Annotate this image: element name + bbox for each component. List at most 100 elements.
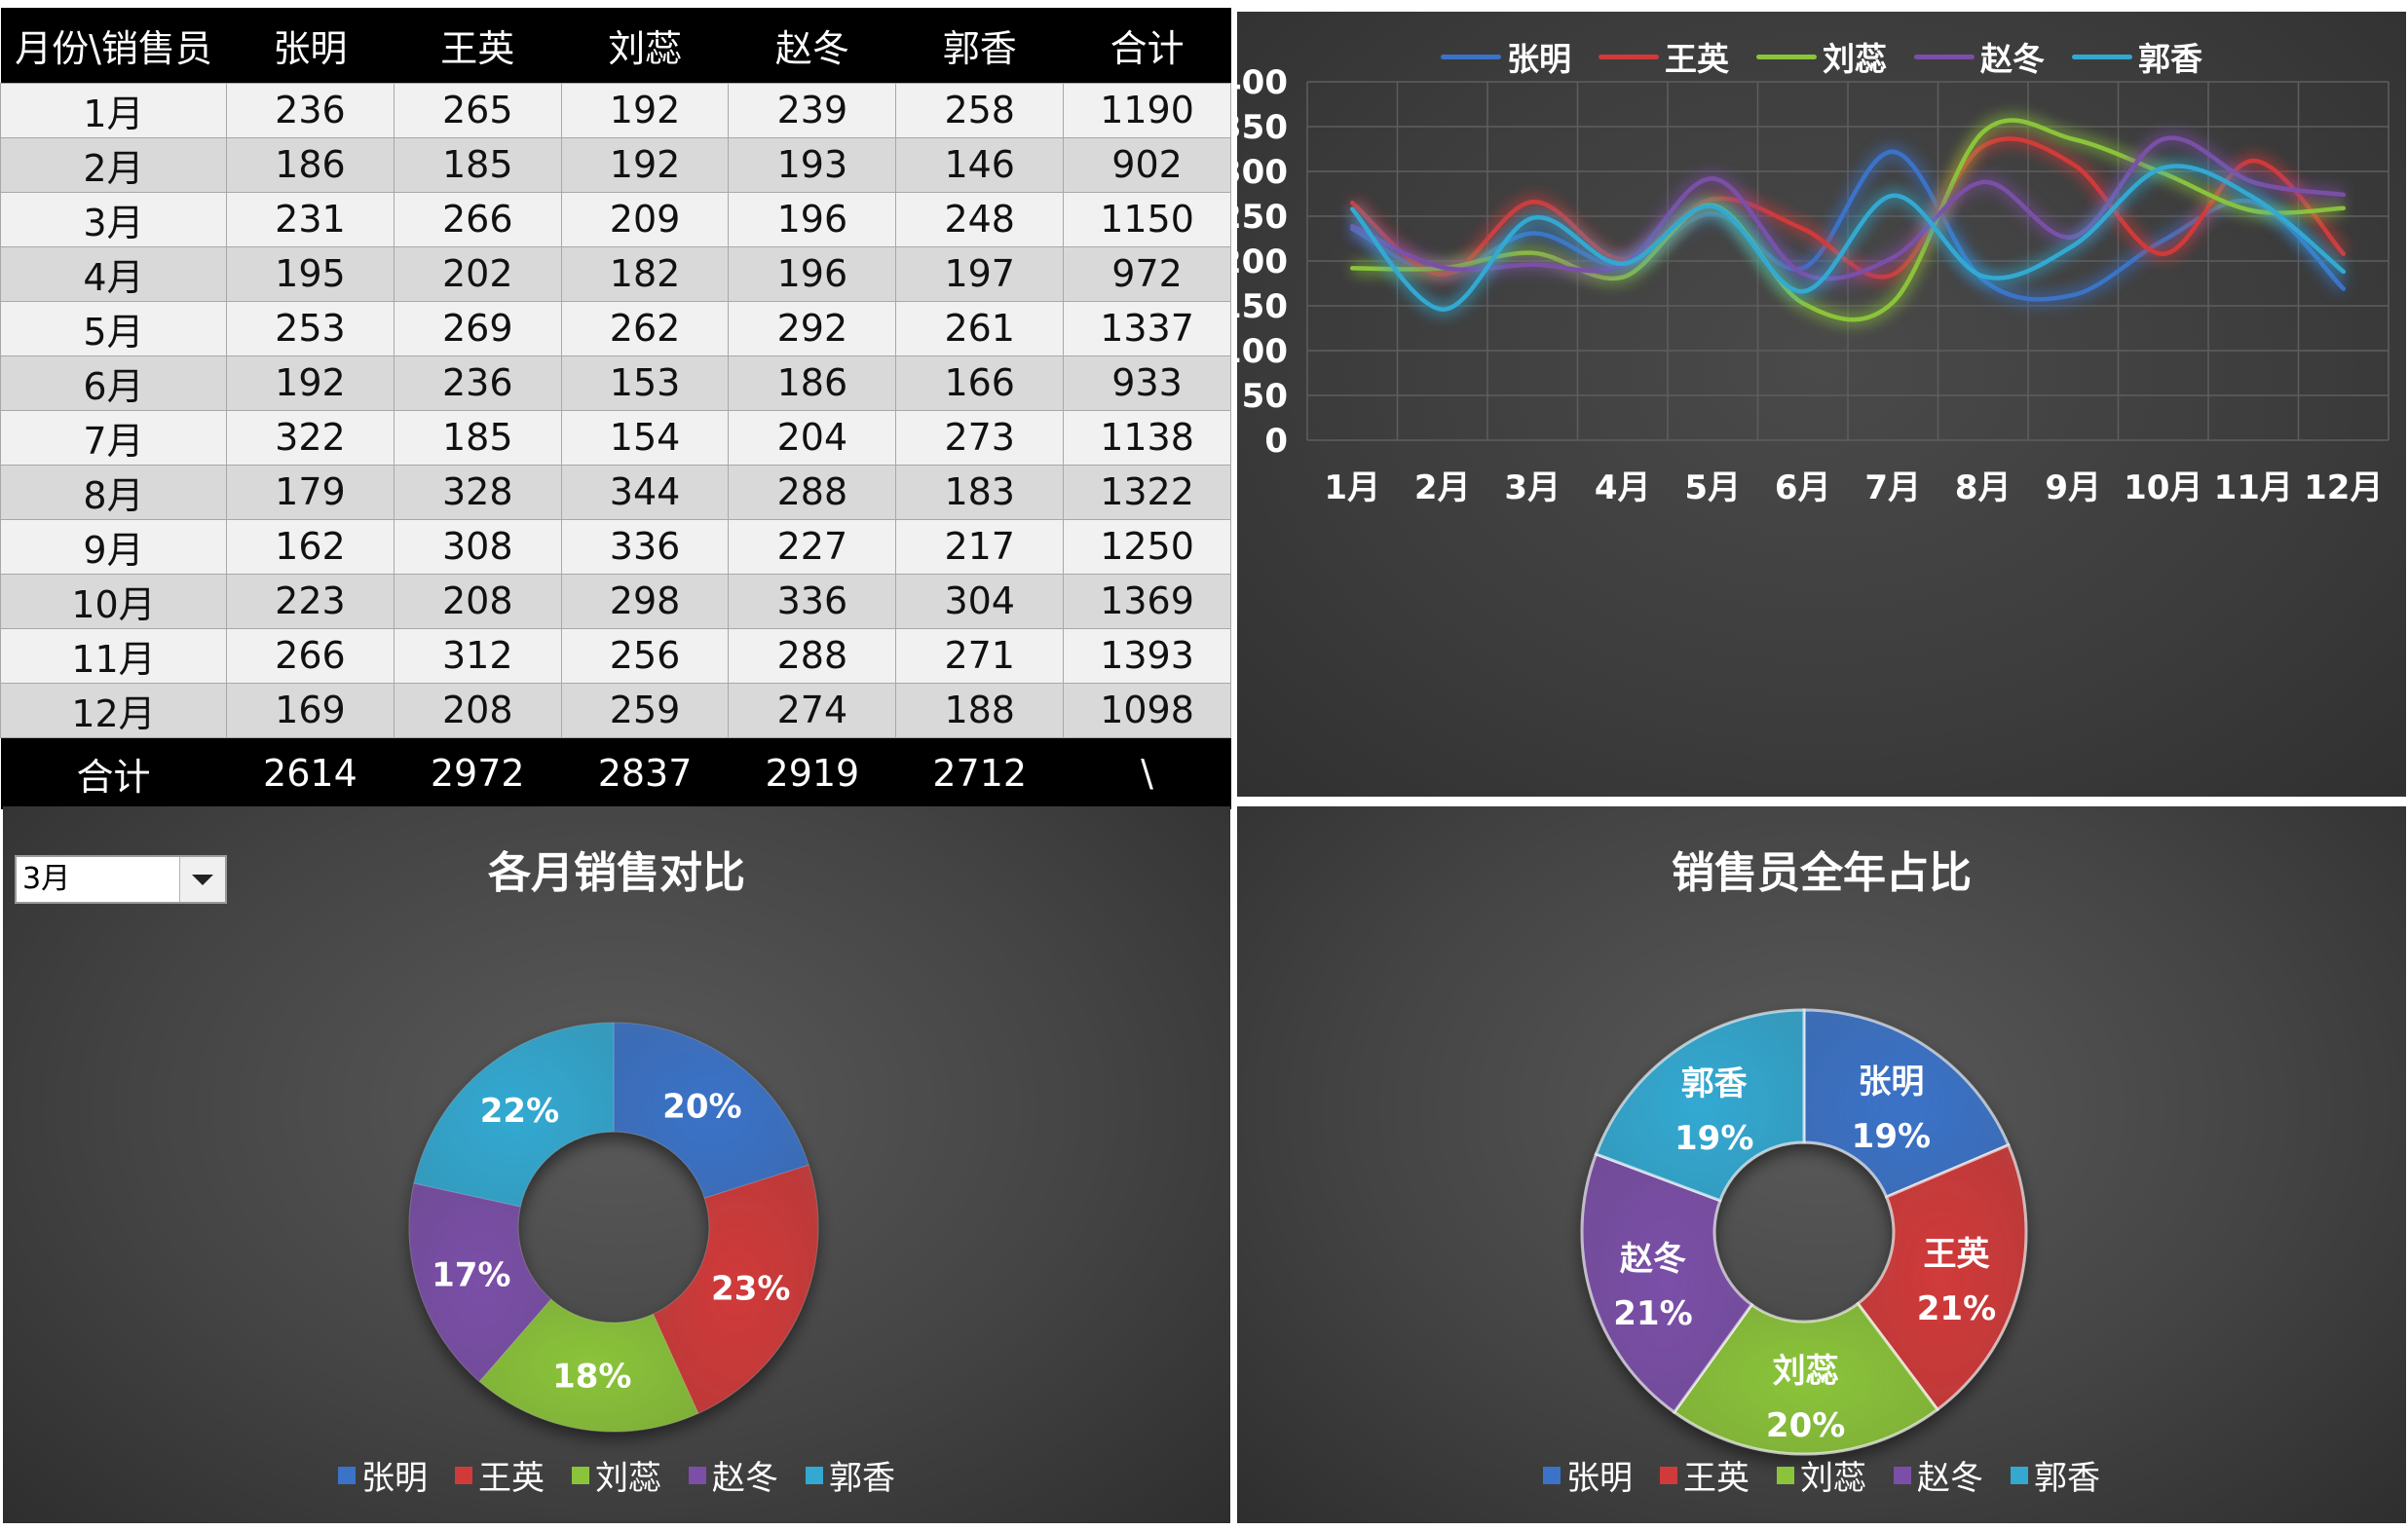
- value-cell: 202: [393, 245, 562, 302]
- legend-label: 郭香: [829, 1459, 895, 1498]
- line-chart-panel: 0 50 100 150 200 250 300 350 400 1月 2月 3月 4月 5月 6月 7月 8月…: [1237, 12, 2406, 797]
- x-tick-label: 5月: [1684, 468, 1741, 507]
- donut-slice: [613, 1022, 809, 1199]
- slice-name-label: 刘蕊: [1773, 1352, 1839, 1391]
- yearly-donut-legend: 张明 王英 刘蕊 赵冬 郭香: [1237, 1451, 2406, 1499]
- value-cell: 223: [226, 573, 395, 629]
- legend-label: 刘蕊: [1823, 40, 1887, 78]
- legend-item: 王英: [1599, 33, 1729, 80]
- value-cell: 266: [393, 191, 562, 247]
- header-person: 郭香: [895, 8, 1064, 83]
- value-cell: 262: [560, 300, 730, 356]
- table-row: 12月 169 208 259 274 188 1098: [0, 682, 1231, 738]
- value-cell: 169: [226, 682, 395, 738]
- row-total-cell: 1393: [1063, 627, 1231, 684]
- donut-slice: [478, 1298, 699, 1433]
- value-cell: 192: [226, 355, 395, 411]
- sales-table: 月份\销售员 张明 王英 刘蕊 赵冬 郭香 合计 1月 236 265 192 239 2…: [0, 8, 1231, 809]
- legend-swatch: [689, 1466, 706, 1484]
- value-cell: 265: [393, 82, 562, 138]
- slice-percent-label: 21%: [1613, 1294, 1692, 1333]
- donut-slices: [408, 1022, 819, 1433]
- y-tick-label: 400: [1237, 63, 1288, 102]
- value-cell: 227: [728, 518, 897, 575]
- value-cell: 209: [560, 191, 730, 247]
- value-cell: 236: [226, 82, 395, 138]
- value-cell: 195: [226, 245, 395, 302]
- legend-item: 张明: [338, 1451, 428, 1499]
- y-tick-label: 150: [1237, 287, 1288, 326]
- value-cell: 322: [226, 409, 395, 466]
- row-total-cell: 1322: [1063, 464, 1231, 520]
- legend-swatch: [338, 1466, 356, 1484]
- series-line: [1350, 164, 2346, 312]
- row-total-cell: 1250: [1063, 518, 1231, 575]
- value-cell: 162: [226, 518, 395, 575]
- header-person: 刘蕊: [561, 8, 729, 83]
- legend-label: 赵冬: [1980, 40, 2045, 78]
- table-row: 5月 253 269 262 292 261 1337: [0, 300, 1231, 356]
- table-row: 7月 322 185 154 204 273 1138: [0, 409, 1231, 466]
- table-row: 2月 186 185 192 193 146 902: [0, 136, 1231, 193]
- value-cell: 328: [393, 464, 562, 520]
- x-tick-label: 11月: [2214, 468, 2293, 507]
- value-cell: 273: [895, 409, 1065, 466]
- month-cell: 2月: [0, 136, 227, 193]
- month-cell: 9月: [0, 518, 227, 575]
- table-row: 8月 179 328 344 288 183 1322: [0, 464, 1231, 520]
- slice-percent-label: 22%: [480, 1092, 559, 1131]
- legend-swatch: [1894, 1466, 1911, 1484]
- value-cell: 261: [895, 300, 1065, 356]
- value-cell: 231: [226, 191, 395, 247]
- value-cell: 185: [393, 409, 562, 466]
- donut-slice: [1594, 1008, 1806, 1203]
- row-total-cell: 972: [1063, 245, 1231, 302]
- monthly-donut-svg: 20% 23% 18% 17% 22%: [408, 1022, 819, 1433]
- corner-header: 月份\销售员: [0, 8, 227, 83]
- legend-item: 刘蕊: [1777, 1451, 1866, 1499]
- row-total-cell: 902: [1063, 136, 1231, 193]
- y-tick-label: 0: [1264, 422, 1288, 461]
- value-cell: 288: [728, 627, 897, 684]
- value-cell: 288: [728, 464, 897, 520]
- slice-percent-label: 17%: [432, 1255, 510, 1294]
- x-tick-label: 9月: [2045, 468, 2101, 507]
- month-dropdown[interactable]: 3月: [15, 855, 227, 904]
- donut-slice: [1802, 1008, 2011, 1199]
- value-cell: 236: [393, 355, 562, 411]
- x-tick-label: 7月: [1864, 468, 1921, 507]
- legend-item: 王英: [455, 1451, 545, 1499]
- footer-cell: 2712: [895, 737, 1064, 809]
- legend-line-swatch: [1599, 54, 1659, 59]
- legend-item: 赵冬: [689, 1451, 778, 1499]
- header-person: 王英: [394, 8, 562, 83]
- value-cell: 193: [728, 136, 897, 193]
- legend-item: 赵冬: [1894, 1451, 1983, 1499]
- value-cell: 304: [895, 573, 1065, 629]
- table-row: 6月 192 236 153 186 166 933: [0, 355, 1231, 411]
- value-cell: 179: [226, 464, 395, 520]
- month-cell: 4月: [0, 245, 227, 302]
- month-cell: 6月: [0, 355, 227, 411]
- value-cell: 217: [895, 518, 1065, 575]
- value-cell: 256: [560, 627, 730, 684]
- slice-percent-label: 19%: [1852, 1117, 1931, 1156]
- donut-slice: [1580, 1152, 1754, 1415]
- legend-line-swatch: [2072, 54, 2132, 59]
- legend-swatch: [1777, 1466, 1794, 1484]
- legend-swatch: [2011, 1466, 2028, 1484]
- value-cell: 208: [393, 682, 562, 738]
- table-row: 9月 162 308 336 227 217 1250: [0, 518, 1231, 575]
- value-cell: 292: [728, 300, 897, 356]
- legend-swatch: [572, 1466, 589, 1484]
- row-total-cell: 933: [1063, 355, 1231, 411]
- legend-item: 郭香: [2072, 33, 2202, 80]
- value-cell: 192: [560, 82, 730, 138]
- chevron-down-icon[interactable]: [179, 857, 225, 902]
- legend-item: 郭香: [2011, 1451, 2100, 1499]
- footer-cell: 2972: [394, 737, 562, 809]
- value-cell: 298: [560, 573, 730, 629]
- legend-swatch: [1660, 1466, 1677, 1484]
- slice-percent-label: 23%: [711, 1270, 790, 1309]
- legend-label: 张明: [1507, 40, 1571, 78]
